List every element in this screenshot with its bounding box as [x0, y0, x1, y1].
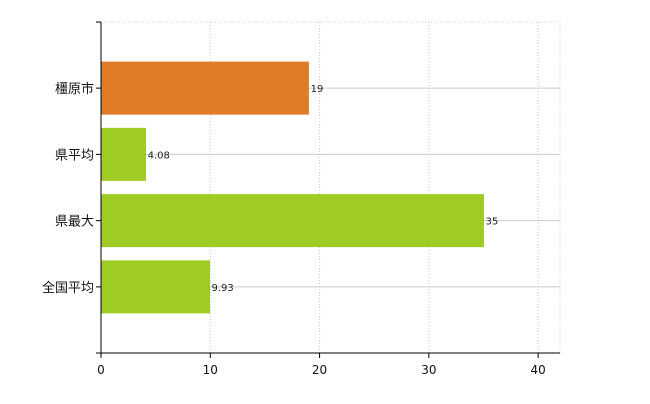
bar-layer [101, 61, 484, 314]
category-label: 県平均 [55, 148, 94, 163]
bar-4 [101, 260, 210, 314]
x-tick-label: 20 [312, 363, 327, 377]
data-label: 4.08 [148, 150, 170, 161]
bar-3 [101, 194, 484, 248]
bar-2 [101, 127, 146, 181]
x-tick-label: 40 [531, 363, 546, 377]
data-label: 9.93 [212, 283, 234, 294]
x-tick-label: 10 [203, 363, 218, 377]
category-label: 橿原市 [55, 81, 94, 97]
data-label: 19 [311, 84, 324, 95]
label-layer: 19 橿原市 4.08 県平均 35 県最大 9.93 全国平均 0 10 20 30 40 [42, 81, 546, 377]
x-tick-label: 0 [97, 363, 105, 377]
category-label: 県最大 [55, 215, 94, 230]
axis-layer [96, 21, 560, 358]
data-label: 35 [486, 217, 499, 228]
bar-1 [101, 61, 309, 115]
x-tick-label: 30 [421, 363, 436, 377]
category-label: 全国平均 [42, 280, 94, 296]
